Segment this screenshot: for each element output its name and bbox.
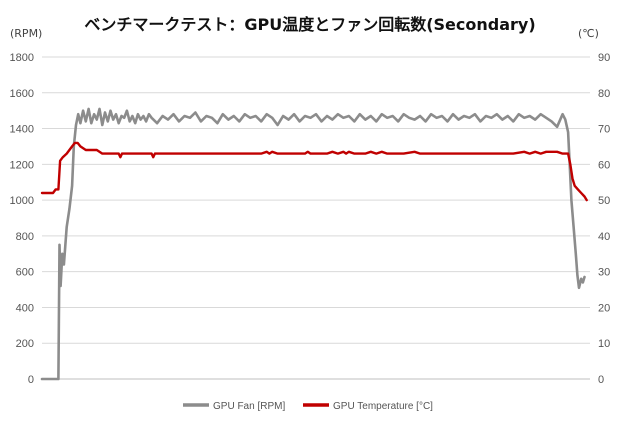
left-tick-label: 800: [16, 231, 34, 243]
left-tick-label: 0: [28, 374, 34, 386]
legend-fan-label: GPU Fan [RPM]: [213, 401, 285, 412]
left-axis-unit-label: (RPM): [10, 27, 42, 40]
right-tick-label: 0: [598, 374, 604, 386]
right-axis-ticks: 0 10 20 30 40 50 60 70 80 90: [598, 52, 610, 386]
left-tick-label: 1000: [10, 195, 34, 207]
right-tick-label: 90: [598, 52, 610, 64]
right-tick-label: 50: [598, 195, 610, 207]
right-tick-label: 80: [598, 88, 610, 100]
right-tick-label: 30: [598, 267, 610, 279]
series-line-gpu-temperature: [40, 141, 588, 202]
right-tick-label: 40: [598, 231, 610, 243]
chart-title: ベンチマークテスト：GPU温度とファン回転数(Secondary): [84, 15, 535, 34]
left-tick-label: 1400: [10, 124, 34, 136]
left-tick-label: 200: [16, 338, 34, 350]
left-tick-label: 1200: [10, 159, 34, 171]
legend-temp-label: GPU Temperature [°C]: [333, 401, 433, 412]
left-tick-label: 600: [16, 267, 34, 279]
left-tick-label: 400: [16, 302, 34, 314]
left-axis-ticks: 0 200 400 600 800 1000 1200 1400 1600 1800: [10, 52, 34, 386]
grid-layer: [42, 56, 590, 380]
legend: GPU Fan [RPM] GPU Temperature [°C]: [183, 401, 433, 412]
left-tick-label: 1600: [10, 88, 34, 100]
series-layer: [40, 107, 588, 381]
right-tick-label: 20: [598, 302, 610, 314]
right-axis-unit-label: (℃): [578, 27, 599, 40]
right-tick-label: 70: [598, 124, 610, 136]
right-tick-label: 60: [598, 159, 610, 171]
series-line-gpu-fan: [40, 107, 586, 381]
left-tick-label: 1800: [10, 52, 34, 64]
right-tick-label: 10: [598, 338, 610, 350]
